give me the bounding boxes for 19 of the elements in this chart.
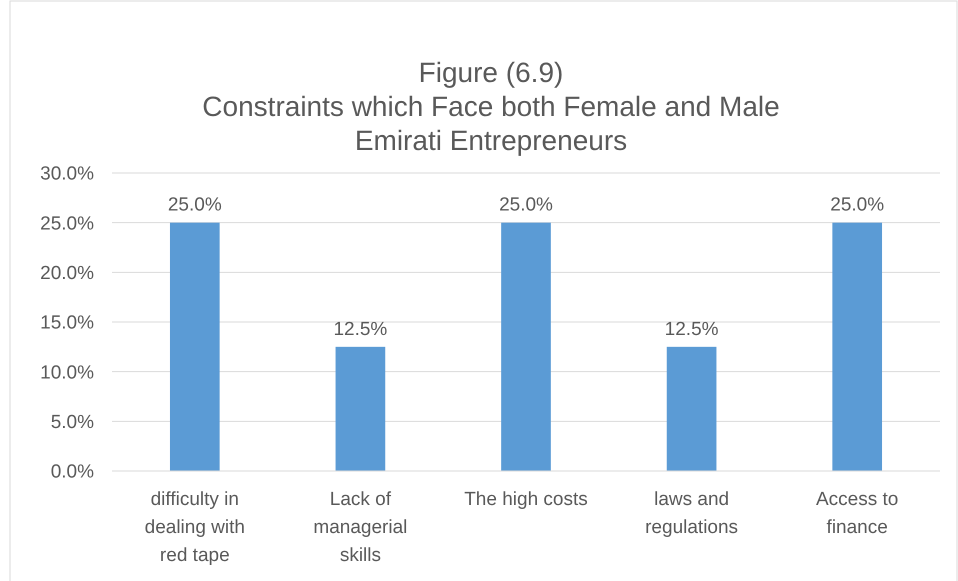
data-label: 25.0% [830,194,884,216]
y-tick-label: 30.0% [40,164,94,185]
x-tick-label: laws and regulations [645,489,738,538]
x-tick-label: difficulty in dealing with red tape [144,489,245,566]
data-label: 25.0% [499,194,554,216]
chart-subtitle: Constraints which Face both Female and Male Emirati Entrepreneurs [202,91,780,156]
data-label: 25.0% [168,194,222,216]
data-label: 12.5% [333,318,388,340]
x-tick-label: Lack of managerial skills [313,489,408,566]
chart-title: Figure (6.9) [418,57,564,88]
x-tick-label: The high costs [464,489,588,510]
y-tick-label: 25.0% [40,213,94,234]
y-tick-label: 5.0% [50,412,94,433]
data-label: 12.5% [664,318,719,340]
y-tick-label: 0.0% [50,462,94,483]
y-tick-label: 15.0% [40,312,94,334]
x-tick-label: Access to finance [816,489,898,538]
y-tick-label: 10.0% [40,362,94,384]
y-tick-label: 20.0% [40,262,94,284]
